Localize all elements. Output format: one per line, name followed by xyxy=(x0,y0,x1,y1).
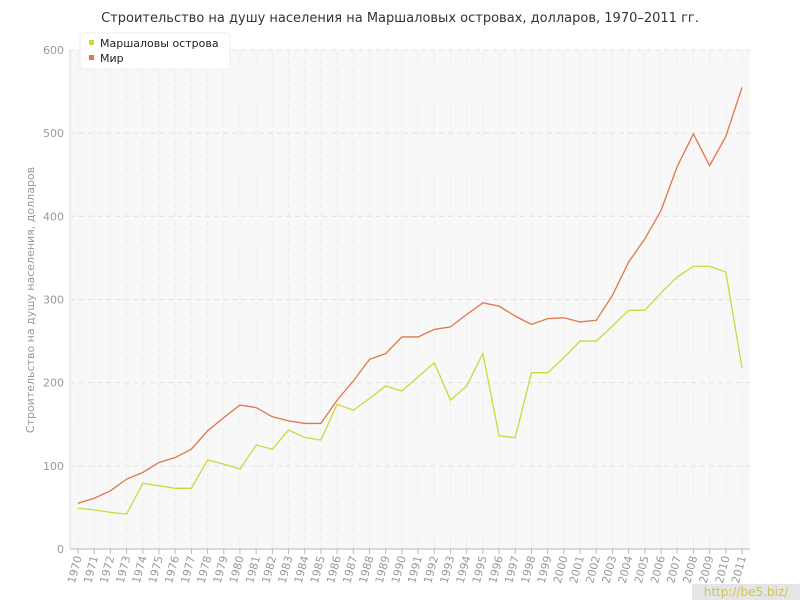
y-tick-label: 100 xyxy=(43,460,64,473)
watermark: http://be5.biz/ xyxy=(704,585,789,599)
series-line xyxy=(77,265,743,515)
chart-title: Строительство на душу населения на Марша… xyxy=(101,11,699,26)
y-tick-label: 500 xyxy=(43,127,64,140)
plot-area xyxy=(70,50,750,550)
y-tick-label: 200 xyxy=(43,377,64,390)
legend-label: Маршаловы острова xyxy=(100,37,219,50)
y-axis-label: Строительство на душу населения, долларо… xyxy=(24,167,37,433)
legend-swatch xyxy=(89,40,94,45)
series-line xyxy=(77,87,743,504)
y-tick-label: 0 xyxy=(57,543,64,556)
legend-box xyxy=(79,32,231,70)
legend-swatch xyxy=(89,55,94,60)
legend-label: Мир xyxy=(100,52,124,65)
y-tick-label: 400 xyxy=(43,210,64,223)
y-tick-label: 600 xyxy=(43,44,64,57)
watermark-bg xyxy=(692,584,800,600)
y-tick-label: 300 xyxy=(43,294,64,307)
